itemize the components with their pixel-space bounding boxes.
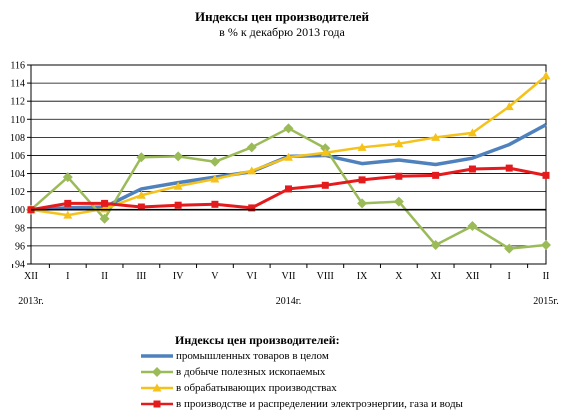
y-tick-label: 116 xyxy=(10,61,25,72)
data-point xyxy=(136,190,146,199)
data-point xyxy=(430,240,441,251)
legend-marker xyxy=(152,383,162,392)
data-point xyxy=(541,71,551,80)
data-point xyxy=(431,132,441,141)
data-point xyxy=(283,123,294,134)
y-tick-label: 94 xyxy=(15,260,25,271)
x-tick-label: I xyxy=(508,271,511,282)
x-tick-label: XII xyxy=(24,271,38,282)
data-point xyxy=(504,243,515,254)
data-point xyxy=(63,210,73,219)
data-point xyxy=(137,203,145,211)
data-point xyxy=(62,172,73,183)
data-point xyxy=(321,181,329,189)
data-point xyxy=(173,181,183,190)
x-tick-label: XII xyxy=(465,271,479,282)
y-tick-label: 110 xyxy=(10,115,25,126)
data-point xyxy=(393,196,404,207)
data-point xyxy=(211,200,219,208)
data-point xyxy=(357,142,367,151)
data-point xyxy=(285,185,292,193)
x-tick-label: I xyxy=(66,271,69,282)
data-point xyxy=(542,171,550,179)
legend-item: в добыче полезных ископаемых xyxy=(140,365,325,379)
y-tick-label: 98 xyxy=(15,223,25,234)
data-point xyxy=(358,176,366,184)
year-label: 2015г. xyxy=(533,296,558,307)
data-point xyxy=(432,171,440,179)
legend-swatch xyxy=(141,354,173,358)
x-tick-label: III xyxy=(136,271,146,282)
data-point xyxy=(395,172,403,180)
data-point xyxy=(173,151,184,162)
y-tick-label: 114 xyxy=(10,79,25,90)
y-tick-label: 104 xyxy=(10,169,25,180)
y-tick-label: 100 xyxy=(10,205,25,216)
y-tick-label: 108 xyxy=(10,133,25,144)
chart-title: Индексы цен производителей xyxy=(194,9,370,24)
legend-swatch xyxy=(141,383,173,392)
legend-marker xyxy=(153,400,161,408)
plot-area xyxy=(30,64,547,265)
year-label: 2014г. xyxy=(276,296,301,307)
legend-label: в обрабатывающих производствах xyxy=(176,382,337,394)
x-tick-label: XI xyxy=(430,271,441,282)
legend-marker xyxy=(152,367,162,377)
data-point xyxy=(394,139,404,148)
chart-subtitle: в % к декабрю 2013 года xyxy=(219,25,345,39)
data-point xyxy=(246,142,257,153)
data-point xyxy=(541,240,551,251)
legend-label: в добыче полезных ископаемых xyxy=(176,366,326,378)
legend-label: в производстве и распределении электроэн… xyxy=(176,398,463,410)
x-tick-label: VIII xyxy=(317,271,334,282)
data-point xyxy=(467,221,478,232)
x-tick-label: II xyxy=(543,271,550,282)
y-tick-label: 112 xyxy=(10,97,25,108)
data-point xyxy=(320,148,330,157)
data-point xyxy=(64,199,72,207)
y-tick-label: 96 xyxy=(15,241,25,252)
legend-swatch xyxy=(141,400,173,408)
data-point xyxy=(357,198,368,209)
x-tick-label: X xyxy=(395,271,403,282)
year-label: 2013г. xyxy=(18,296,43,307)
x-tick-label: V xyxy=(211,271,219,282)
legend-title: Индексы цен производителей: xyxy=(175,333,340,347)
data-point xyxy=(101,199,109,207)
x-tick-label: IX xyxy=(357,271,368,282)
data-point xyxy=(504,102,514,111)
data-point xyxy=(467,128,477,137)
data-point xyxy=(468,165,476,173)
legend-item: в обрабатывающих производствах xyxy=(140,381,337,395)
legend-swatch xyxy=(141,367,173,377)
legend-item: промышленных товаров в целом xyxy=(140,349,329,363)
data-point xyxy=(209,156,220,167)
data-point xyxy=(247,166,257,175)
data-point xyxy=(284,152,293,161)
legend-item: в производстве и распределении электроэн… xyxy=(140,397,463,411)
data-point xyxy=(320,143,331,154)
data-point xyxy=(248,204,256,212)
data-point xyxy=(99,213,110,224)
x-tick-label: IV xyxy=(173,271,184,282)
y-tick-label: 102 xyxy=(10,187,25,198)
data-point xyxy=(210,174,220,183)
data-point xyxy=(505,164,513,172)
y-tick-label: 106 xyxy=(10,151,25,162)
x-tick-label: VII xyxy=(282,271,296,282)
data-point xyxy=(136,152,147,163)
x-tick-label: II xyxy=(101,271,108,282)
x-tick-label: VI xyxy=(246,271,257,282)
data-point xyxy=(174,201,182,209)
legend-label: промышленных товаров в целом xyxy=(176,350,329,362)
